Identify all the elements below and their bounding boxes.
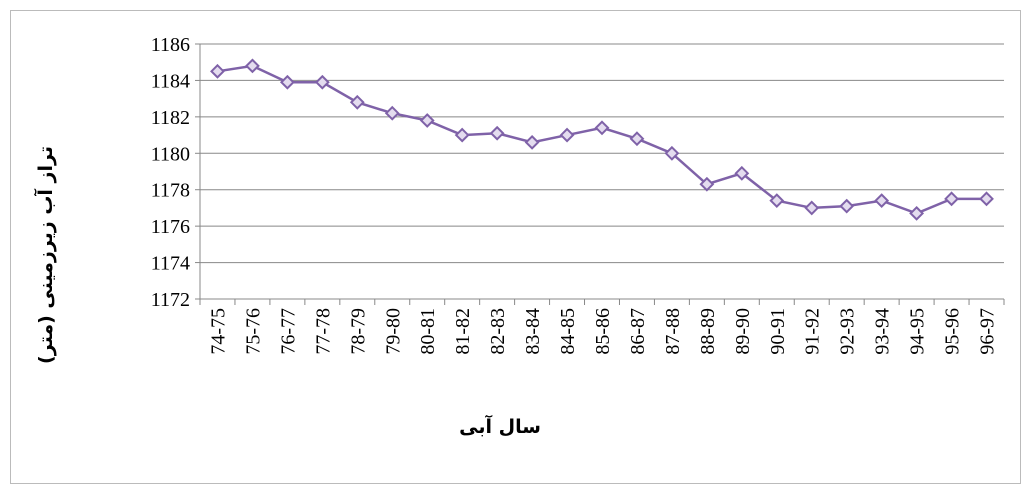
x-tick-label: 92-93: [837, 308, 859, 355]
x-tick-label: 85-86: [592, 308, 614, 355]
marker: [909, 205, 925, 221]
x-tick-label: 81-82: [452, 308, 474, 355]
y-tick-label: 1180: [151, 143, 190, 165]
marker: [524, 134, 540, 150]
y-tick-label: 1174: [151, 253, 190, 275]
marker: [594, 120, 610, 136]
x-tick-label: 75-76: [242, 308, 264, 355]
x-tick-label: 88-89: [697, 308, 719, 355]
y-tick-label: 1182: [151, 107, 190, 129]
x-tick-label: 90-91: [767, 308, 789, 355]
x-tick-label: 95-96: [942, 308, 964, 355]
marker: [979, 191, 994, 207]
marker: [489, 125, 505, 141]
x-tick-label: 83-84: [522, 308, 544, 355]
x-tick-label: 84-85: [557, 308, 579, 355]
marker: [944, 191, 959, 207]
x-tick-label: 96-97: [977, 308, 999, 355]
y-tick-label: 1184: [151, 70, 190, 92]
marker: [699, 176, 715, 192]
marker: [664, 145, 680, 161]
marker: [559, 127, 575, 143]
x-tick-label: 86-87: [627, 308, 649, 355]
x-tick-label: 74-75: [207, 308, 229, 355]
y-tick-label: 1176: [151, 216, 190, 238]
marker: [419, 113, 435, 128]
x-tick-label: 91-92: [802, 308, 824, 355]
y-tick-label: 1186: [151, 34, 190, 56]
marker: [804, 200, 820, 216]
y-tick-label: 1172: [151, 289, 190, 311]
marker: [384, 105, 400, 121]
marker: [245, 58, 260, 74]
marker: [314, 74, 330, 90]
x-tick-label: 80-81: [417, 308, 439, 355]
marker: [734, 165, 750, 181]
x-tick-label: 77-78: [312, 308, 334, 355]
chart-border: [10, 10, 1021, 484]
line-series: [217, 64, 987, 215]
marker: [839, 198, 855, 214]
x-tick-label: 87-88: [662, 308, 684, 355]
x-axis-title: سال آبی: [459, 414, 541, 438]
marker: [210, 63, 225, 79]
x-tick-label: 78-79: [347, 308, 369, 355]
marker: [454, 127, 470, 143]
x-tick-label: 94-95: [907, 308, 929, 355]
marker: [279, 74, 295, 90]
x-tick-label: 89-90: [732, 308, 754, 355]
x-tick-label: 93-94: [872, 308, 894, 355]
marker: [874, 193, 890, 209]
marker: [769, 193, 785, 209]
marker: [629, 131, 645, 147]
x-tick-label: 76-77: [277, 308, 299, 355]
x-tick-label: 79-80: [382, 308, 404, 355]
x-tick-label: 82-83: [487, 308, 509, 355]
marker: [349, 94, 365, 110]
y-tick-label: 1178: [151, 180, 190, 202]
y-axis-title: تراز آب زیرزمینی (متر): [33, 146, 57, 364]
